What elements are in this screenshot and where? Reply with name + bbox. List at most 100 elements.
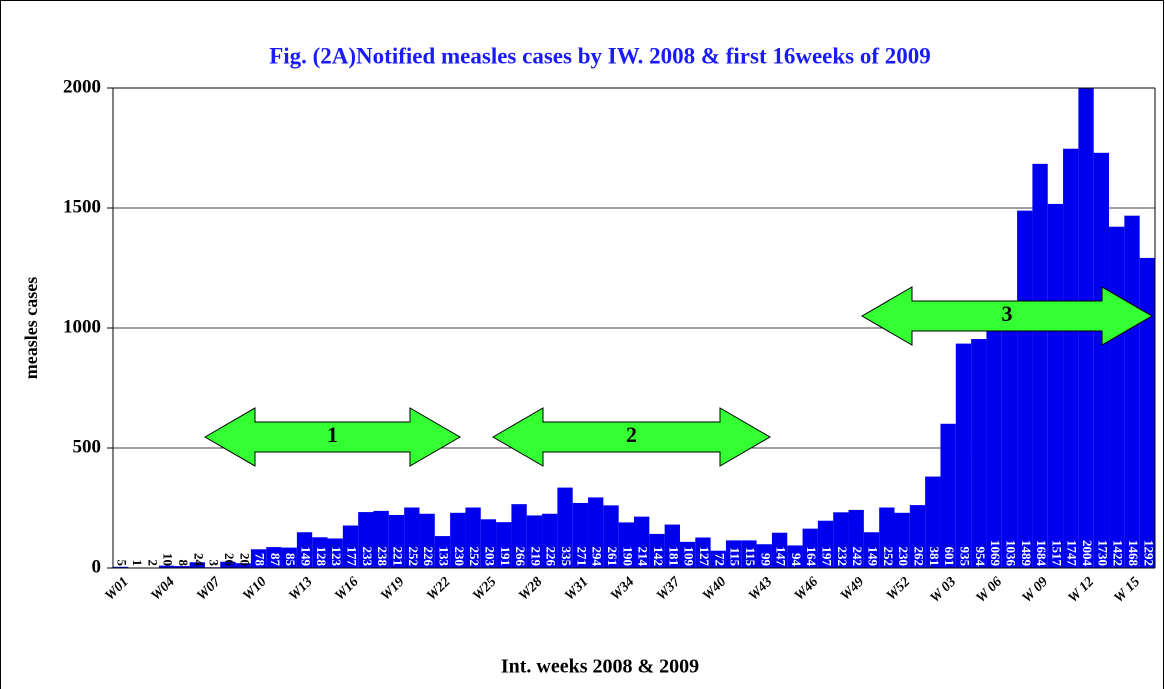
data-label: 1730 [1095, 540, 1110, 566]
data-label: 1292 [1141, 540, 1156, 566]
bar [281, 547, 297, 568]
data-label: 1517 [1049, 540, 1064, 567]
data-label: 2004 [1080, 540, 1095, 567]
bar [572, 502, 589, 568]
bar [113, 566, 129, 568]
data-label: 8 [176, 560, 191, 567]
x-axis-title: Int. weeks 2008 & 2009 [501, 656, 699, 678]
bar [848, 509, 864, 568]
bar [450, 512, 466, 568]
data-label: 203 [482, 547, 497, 567]
data-label: 133 [436, 547, 451, 567]
y-tick-label: 1500 [63, 196, 101, 217]
arrow [492, 407, 771, 467]
bar [358, 512, 374, 568]
data-label: 197 [820, 547, 835, 567]
bar [542, 513, 558, 568]
bar [588, 497, 604, 568]
data-label: 266 [513, 547, 528, 567]
data-label: 164 [804, 547, 819, 567]
data-label: 294 [590, 547, 605, 567]
bar [879, 507, 895, 568]
data-label: 232 [835, 547, 850, 567]
data-label: 1069 [988, 540, 1003, 567]
bar [1017, 210, 1033, 568]
data-label: 127 [697, 547, 712, 567]
bar [603, 505, 619, 568]
y-tick-label: 1000 [63, 316, 101, 337]
data-label: 219 [528, 547, 543, 567]
bar [1032, 163, 1048, 568]
bar [235, 563, 251, 568]
bar [511, 504, 527, 568]
data-label: 242 [850, 547, 865, 567]
y-tick-label: 2000 [63, 76, 101, 97]
data-label: 142 [651, 547, 666, 567]
bar [986, 311, 1002, 568]
data-label: 1747 [1065, 540, 1080, 567]
bar [618, 522, 634, 568]
y-tick-label: 500 [73, 436, 102, 457]
bar [909, 505, 926, 568]
data-label: 261 [605, 547, 620, 567]
bar [296, 532, 313, 568]
bar [342, 525, 359, 568]
bar [465, 507, 481, 568]
data-label: 177 [345, 547, 360, 567]
data-label: 85 [283, 553, 298, 567]
data-label: 94 [789, 553, 804, 567]
data-label: 115 [743, 547, 758, 566]
bar [756, 544, 772, 568]
data-label: 20 [237, 553, 252, 566]
data-label: 1422 [1111, 540, 1126, 566]
bar [925, 476, 941, 568]
arrow [861, 286, 1153, 346]
data-label: 1036 [1003, 540, 1018, 567]
data-label: 190 [620, 547, 635, 567]
data-label: 2 [145, 560, 160, 567]
data-label: 123 [329, 547, 344, 567]
bar [817, 520, 834, 568]
bar [419, 513, 435, 568]
data-label: 230 [896, 547, 911, 567]
bar [266, 547, 282, 568]
bar [1093, 152, 1110, 569]
bar [1124, 215, 1140, 568]
bar [741, 540, 757, 568]
bar [174, 566, 190, 568]
chart-title: Fig. (2A)Notified measles cases by IW. 2… [269, 43, 931, 68]
data-label: 10 [161, 553, 176, 566]
bar [189, 562, 205, 568]
data-label: 252 [467, 547, 482, 567]
bar [955, 343, 972, 568]
bar [1047, 203, 1064, 569]
data-label: 252 [406, 547, 421, 567]
data-label: 954 [973, 547, 988, 567]
data-label: 1684 [1034, 540, 1049, 567]
data-label: 233 [360, 547, 375, 567]
bar [220, 561, 236, 568]
bar [327, 538, 343, 568]
data-label: 262 [912, 547, 927, 567]
data-label: 109 [682, 547, 697, 567]
data-label: 1468 [1126, 540, 1141, 567]
data-label: 72 [712, 553, 727, 566]
data-label: 149 [866, 547, 881, 567]
bar [496, 522, 512, 568]
data-label: 5 [115, 560, 130, 567]
y-axis-title: measles cases [21, 277, 41, 379]
annotation: 3 [1002, 301, 1013, 326]
data-label: 128 [314, 547, 329, 567]
bar [971, 339, 987, 568]
data-label: 935 [957, 547, 972, 567]
bar [1109, 226, 1125, 568]
data-label: 78 [253, 553, 268, 567]
data-label: 147 [774, 547, 789, 567]
bar [557, 487, 573, 568]
data-label: 191 [498, 547, 513, 567]
bar [388, 514, 405, 568]
bar [695, 537, 711, 568]
bar [158, 565, 175, 568]
bar [312, 537, 328, 568]
data-label: 26 [222, 553, 237, 567]
